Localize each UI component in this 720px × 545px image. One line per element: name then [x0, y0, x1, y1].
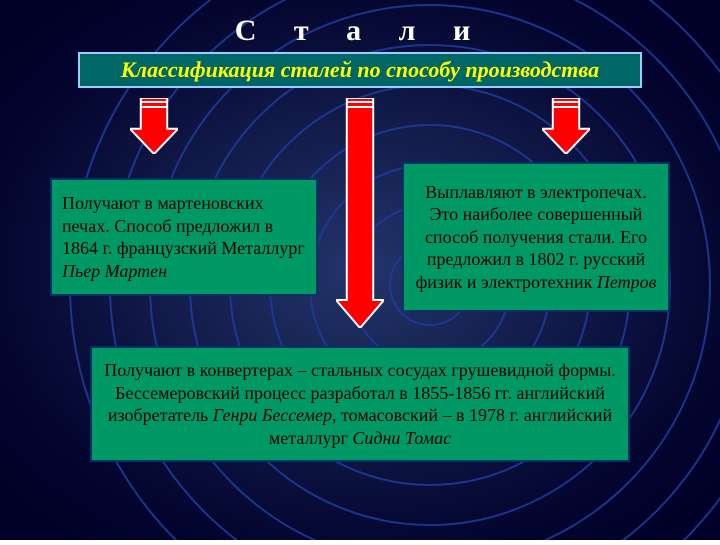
- box-marten: Получают в мартеновских печах. Способ пр…: [50, 178, 318, 296]
- box-marten-text: Получают в мартеновских печах. Способ пр…: [62, 192, 306, 282]
- box-electro: Выплавляют в электропечах.Это наиболее с…: [402, 162, 670, 312]
- page-title: С т а л и: [0, 14, 720, 48]
- box-electro-text: Выплавляют в электропечах.Это наиболее с…: [414, 181, 658, 294]
- subtitle-box: Классификация сталей по способу производ…: [78, 52, 642, 88]
- arrow-mid: [336, 98, 384, 333]
- box-bessemer: Получают в конвертерах – стальных сосуда…: [90, 346, 630, 462]
- box-bessemer-text: Получают в конвертерах – стальных сосуда…: [102, 359, 618, 449]
- arrow-left: [130, 98, 178, 159]
- arrow-right: [542, 98, 590, 159]
